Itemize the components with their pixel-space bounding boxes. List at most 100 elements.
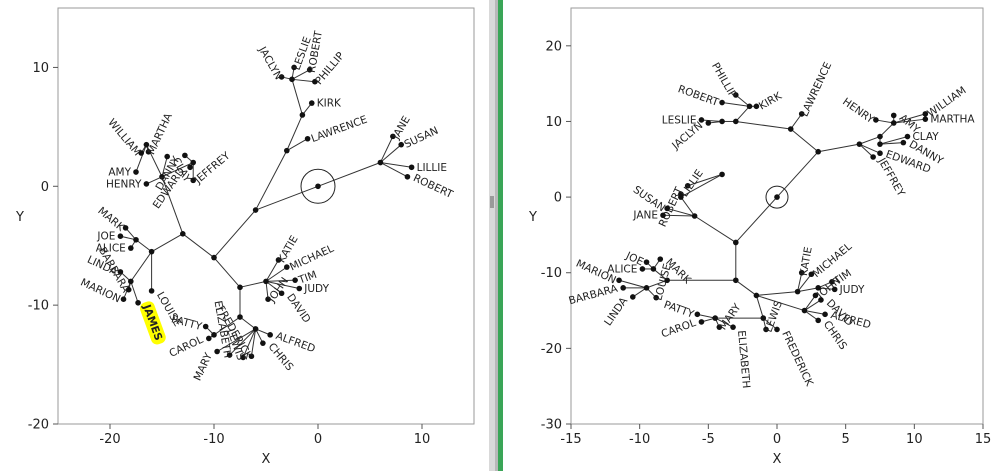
point-label-group: LESLIE — [662, 114, 697, 126]
splitter-grip-icon[interactable] — [490, 196, 494, 208]
data-point — [730, 324, 736, 330]
tree-node-dot — [148, 248, 155, 255]
leaf-branch — [721, 102, 750, 107]
leaf-branch — [790, 113, 803, 130]
data-point — [664, 205, 670, 212]
x-tick-label: -5 — [702, 432, 715, 447]
panel-divider[interactable] — [489, 0, 495, 471]
tree-branch — [653, 268, 668, 281]
tree-node-dot — [712, 315, 718, 321]
leaf-branch — [216, 328, 256, 352]
y-tick-label: -20 — [28, 418, 49, 433]
data-point — [128, 245, 134, 251]
point-label-group: KATIE — [798, 246, 815, 277]
data-point — [818, 297, 824, 303]
tree-node-dot — [815, 285, 821, 291]
data-point — [306, 67, 313, 73]
tree-node-dot — [856, 141, 863, 147]
data-point — [404, 173, 411, 180]
point-label-group: JUDY — [303, 283, 329, 295]
data-point — [890, 112, 897, 119]
y-tick-label: -30 — [541, 418, 562, 433]
plot-frame — [57, 7, 475, 425]
tree-node-dot — [128, 278, 134, 285]
tree-node-dot — [733, 118, 739, 125]
data-point — [148, 288, 155, 294]
y-tick-label: 0 — [554, 191, 562, 206]
tree-node-dot — [774, 194, 780, 200]
tree-node-dot — [691, 213, 698, 219]
plot-frame — [570, 7, 984, 425]
data-point — [829, 279, 835, 285]
data-point — [812, 292, 819, 299]
x-tick-label: -10 — [629, 432, 650, 447]
leaf-branch — [697, 313, 716, 319]
panel-divider-shadow — [495, 0, 498, 471]
data-point — [202, 323, 209, 330]
leaf-branch — [804, 310, 819, 321]
data-point — [164, 153, 170, 160]
point-label: KATIE — [798, 246, 815, 277]
data-point — [143, 181, 150, 187]
leaf-branch — [130, 281, 139, 303]
x-axis-label: X — [773, 452, 782, 467]
data-point — [304, 135, 311, 142]
data-point — [870, 154, 876, 160]
data-point — [291, 64, 297, 71]
tree-branch — [776, 151, 819, 198]
tree-node-dot — [877, 133, 883, 140]
data-point — [138, 150, 144, 156]
point-label-group: JUDY — [839, 284, 865, 296]
tree-node-dot — [801, 307, 808, 314]
data-point — [206, 335, 212, 342]
tree-node-dot — [753, 292, 760, 299]
point-label-group: ELIZABETH — [735, 330, 752, 389]
point-label: ALICE — [607, 263, 637, 275]
tree-branch — [735, 196, 778, 243]
leaf-branch — [146, 176, 163, 185]
leaf-branch — [797, 273, 812, 292]
leaf-branch — [242, 328, 257, 358]
data-point — [815, 317, 821, 324]
leaf-branch — [875, 119, 894, 124]
data-point — [774, 326, 780, 333]
y-axis-label: Y — [528, 210, 537, 225]
data-point — [698, 319, 705, 325]
leaf-branch — [804, 295, 816, 311]
leaf-branch — [797, 272, 803, 292]
leaf-branch — [380, 162, 412, 168]
x-tick-label: -10 — [203, 432, 224, 447]
y-tick-label: -10 — [541, 266, 562, 281]
data-point — [798, 111, 805, 117]
data-point — [120, 296, 127, 303]
data-point — [135, 299, 141, 306]
data-point — [187, 164, 193, 171]
tree-node-dot — [890, 120, 897, 126]
data-point — [278, 74, 285, 80]
tree-branch — [735, 105, 750, 122]
tree-node-dot — [733, 239, 739, 246]
tree-branch — [790, 128, 819, 153]
point-label: JUDY — [839, 284, 865, 296]
x-tick-label: 0 — [773, 432, 781, 447]
data-point — [265, 296, 271, 303]
tree-node-dot — [211, 254, 217, 261]
leaf-branch — [735, 94, 750, 107]
x-tick-label: 10 — [906, 432, 923, 447]
data-point — [904, 133, 911, 140]
tree-node-dot — [877, 141, 883, 147]
leaf-branch — [265, 259, 279, 282]
tree-node-dot — [289, 76, 295, 83]
tree-node-dot — [133, 236, 139, 243]
data-point — [678, 191, 684, 197]
point-label-group: LILLIE — [417, 162, 447, 174]
right-tree-plot: -15 -10 -5 0 5 10 1520100-10-20-30XYPHILLIPROB… — [528, 7, 991, 467]
leaf-branch — [265, 279, 296, 282]
tree-branch — [151, 233, 184, 253]
leaf-branch — [701, 119, 723, 122]
tree-node-dot — [815, 148, 821, 155]
tree-node-dot — [733, 277, 739, 284]
tree-node-dot — [237, 314, 243, 320]
x-axis-label: X — [262, 452, 271, 467]
